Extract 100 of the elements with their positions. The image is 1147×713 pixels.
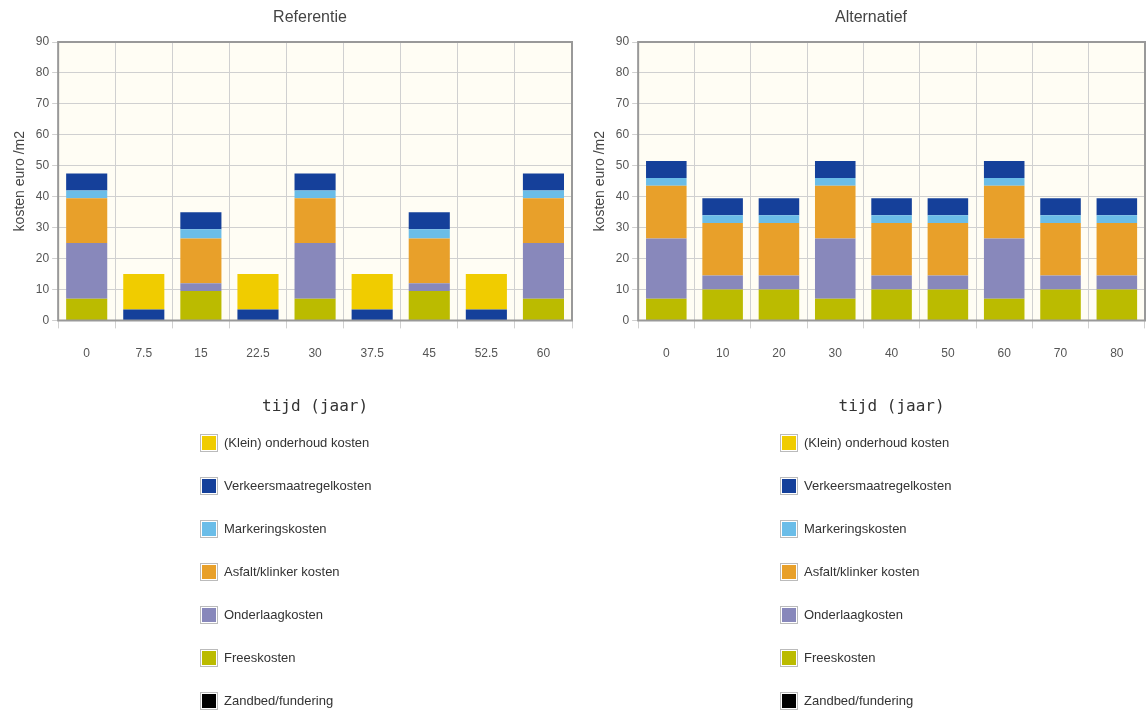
x-tick-label: 0: [662, 345, 670, 360]
x-tick-label: 40: [884, 345, 899, 360]
bar: [814, 185, 856, 239]
bar: [237, 274, 279, 310]
y-tick-label: 40: [615, 188, 630, 203]
y-tick-label: 50: [35, 158, 50, 173]
x-tick-label: 52.5: [474, 345, 499, 360]
bar: [1096, 275, 1138, 290]
chart-title: Referentie: [272, 8, 348, 26]
bar: [646, 178, 687, 186]
x-tick-label: 0: [83, 345, 91, 360]
bar: [814, 161, 856, 179]
legend-label: Verkeersmaatregelkosten: [804, 477, 952, 495]
x-tick-label: 50: [941, 345, 955, 360]
bar: [408, 229, 450, 239]
bar: [702, 289, 743, 320]
bar: [814, 238, 856, 299]
bar: [1040, 222, 1081, 276]
bar: [408, 212, 450, 230]
bar: [1096, 289, 1138, 320]
x-tick-label: 60: [536, 345, 551, 360]
legend-label: Markeringskosten: [224, 520, 327, 538]
bar: [180, 229, 222, 239]
x-tick-label: 60: [997, 345, 1012, 360]
bar: [758, 222, 800, 276]
legend-label: Markeringskosten: [804, 520, 907, 538]
chart-title: Alternatief: [833, 8, 908, 26]
bar: [123, 274, 165, 310]
x-tick-label: 10: [715, 345, 730, 360]
bar: [646, 298, 687, 320]
x-axis-title: tijd (jaar): [838, 395, 945, 415]
bar: [294, 243, 336, 299]
bar: [871, 215, 912, 223]
bar: [983, 298, 1025, 320]
bar: [927, 289, 969, 320]
bar: [180, 212, 222, 230]
bar: [814, 298, 856, 320]
bar: [983, 185, 1025, 239]
bar: [66, 298, 108, 320]
legend-label: (Klein) onderhoud kosten: [804, 434, 950, 452]
x-tick-label: 22.5: [246, 345, 270, 360]
x-tick-label: 70: [1053, 345, 1068, 360]
x-tick-label: 7.5: [135, 345, 153, 360]
bar: [871, 222, 912, 276]
y-tick-label: 0: [42, 312, 50, 327]
bar: [871, 289, 912, 320]
y-tick-label: 10: [35, 281, 50, 296]
x-tick-label: 45: [422, 345, 437, 360]
bar: [927, 222, 969, 276]
x-tick-label: 20: [772, 345, 786, 360]
bar: [294, 198, 336, 244]
bar: [66, 243, 108, 299]
bar: [1040, 198, 1081, 216]
y-tick-label: 30: [35, 219, 50, 234]
bar: [522, 243, 565, 299]
y-tick-label: 80: [35, 65, 50, 80]
bar: [758, 198, 800, 216]
y-tick-label: 30: [615, 219, 630, 234]
y-tick-label: 20: [35, 250, 50, 265]
bar: [871, 275, 912, 290]
y-tick-label: 70: [615, 96, 630, 111]
y-tick-label: 20: [615, 250, 630, 265]
bar: [1040, 275, 1081, 290]
y-tick-label: 60: [615, 127, 630, 142]
legend-label: Zandbed/fundering: [224, 692, 334, 710]
y-tick-label: 0: [622, 312, 630, 327]
x-tick-label: 30: [828, 345, 843, 360]
y-tick-label: 40: [35, 188, 50, 203]
bar: [1040, 215, 1081, 223]
y-tick-label: 50: [615, 158, 630, 173]
bar: [758, 275, 800, 290]
bar: [180, 291, 222, 320]
x-tick-label: 30: [308, 345, 323, 360]
legend-label: Freeskosten: [224, 649, 296, 667]
bar: [408, 291, 450, 320]
x-tick-label: 80: [1110, 345, 1124, 360]
bar: [66, 190, 108, 199]
bar: [983, 178, 1025, 186]
bar: [983, 161, 1025, 179]
bar: [927, 275, 969, 290]
legend-label: Zandbed/fundering: [804, 692, 914, 710]
bar: [646, 161, 687, 179]
bar: [66, 173, 108, 191]
bar: [1096, 215, 1138, 223]
bar: [180, 238, 222, 284]
bar: [1096, 198, 1138, 216]
legend-label: Verkeersmaatregelkosten: [224, 477, 372, 495]
bar: [702, 275, 743, 290]
y-tick-label: 80: [615, 65, 630, 80]
x-tick-label: 37.5: [360, 345, 385, 360]
y-tick-label: 60: [35, 127, 50, 142]
bar: [871, 198, 912, 216]
bar: [702, 222, 743, 276]
bar: [702, 215, 743, 223]
y-axis-title: kosten euro /m2: [11, 130, 28, 232]
bar: [927, 198, 969, 216]
y-tick-label: 10: [615, 281, 630, 296]
bar: [294, 298, 336, 320]
bar: [646, 238, 687, 299]
legend-label: (Klein) onderhoud kosten: [224, 434, 370, 452]
